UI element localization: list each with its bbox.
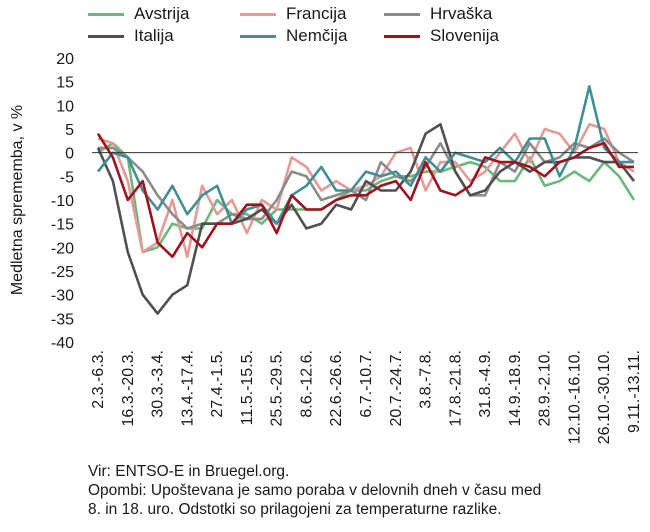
x-tick-label: 20.7.-24.7. bbox=[388, 350, 405, 427]
series-lines bbox=[96, 85, 636, 315]
source-note: Vir: ENTSO-E in Bruegel.org. bbox=[88, 463, 290, 480]
x-tick-label: 27.4.-1.5. bbox=[209, 350, 226, 418]
y-tick-label: -15 bbox=[51, 217, 74, 234]
legend-label: Francija bbox=[286, 4, 347, 23]
x-tick-label: 2.3.-6.3. bbox=[90, 350, 107, 409]
x-tick-label: 14.9.-18.9. bbox=[507, 350, 524, 427]
y-tick-label: -40 bbox=[51, 335, 74, 352]
legend-swatch-francija bbox=[240, 12, 276, 16]
legend-label: Slovenija bbox=[430, 26, 499, 45]
legend-item-nemcija: Nemčija bbox=[240, 26, 347, 46]
legend-item-francija: Francija bbox=[240, 4, 346, 24]
remark-line-2: 8. in 18. uro. Odstotki so prilagojeni z… bbox=[88, 501, 502, 518]
legend-swatch-slovenija bbox=[384, 34, 420, 38]
y-tick-label: -25 bbox=[51, 264, 74, 281]
series-line-francija bbox=[97, 123, 635, 259]
legend: Avstrija Francija Hrvaška Italija Nemčij… bbox=[88, 2, 648, 46]
y-tick-label: 5 bbox=[65, 122, 74, 139]
series-line-slovenija bbox=[96, 133, 634, 259]
series-line-nemija bbox=[96, 85, 634, 225]
x-axis-ticks: 2.3.-6.3. 16.3.-20.3. 30.3.-3.4. 13.4.-17.4… bbox=[90, 350, 643, 444]
legend-swatch-italija bbox=[88, 34, 124, 38]
x-tick-label: 26.10.-30.10. bbox=[596, 350, 613, 444]
x-tick-label: 25.5.-29.5. bbox=[269, 350, 286, 427]
remark-line-1: Opombi: Upoštevana je samo poraba v delo… bbox=[88, 482, 542, 499]
x-tick-label: 8.6.-12.6. bbox=[298, 350, 315, 418]
legend-label: Nemčija bbox=[286, 26, 348, 45]
y-tick-label: -20 bbox=[51, 240, 74, 257]
y-tick-label: -30 bbox=[51, 288, 74, 305]
x-tick-label: 9.11.-13.11. bbox=[626, 350, 643, 433]
x-tick-label: 11.5.-15.5. bbox=[239, 350, 256, 425]
legend-item-avstrija: Avstrija bbox=[88, 4, 189, 24]
y-tick-label: -5 bbox=[60, 169, 74, 186]
x-tick-label: 16.3.-20.3. bbox=[120, 350, 137, 427]
x-tick-label: 3.8.-7.8. bbox=[418, 350, 435, 409]
legend-label: Hrvaška bbox=[430, 4, 493, 23]
x-tick-label: 13.4.-17.4. bbox=[179, 350, 196, 427]
x-tick-label: 17.8.-21.8. bbox=[447, 350, 464, 427]
legend-swatch-avstrija bbox=[88, 12, 124, 16]
y-tick-label: -10 bbox=[51, 193, 74, 210]
x-tick-label: 31.8.-4.9. bbox=[477, 350, 494, 418]
legend-item-hrvaska: Hrvaška bbox=[384, 4, 492, 24]
x-tick-label: 30.3.-3.4. bbox=[150, 350, 167, 418]
x-tick-label: 28.9.-2.10. bbox=[537, 350, 554, 427]
legend-item-italija: Italija bbox=[88, 26, 174, 46]
y-tick-label: 0 bbox=[65, 146, 74, 163]
y-axis-ticks: 20 15 10 5 0 -5 -10 -15 -20 -25 -30 -35 -40 bbox=[51, 51, 74, 352]
x-tick-label: 12.10.-16.10. bbox=[566, 350, 583, 444]
y-tick-label: -35 bbox=[51, 311, 74, 328]
legend-label: Avstrija bbox=[134, 4, 190, 23]
y-tick-label: 15 bbox=[56, 75, 74, 92]
legend-label: Italija bbox=[134, 26, 174, 45]
y-tick-label: 20 bbox=[56, 51, 74, 68]
x-tick-label: 22.6.-26.6. bbox=[328, 350, 345, 427]
y-tick-label: 10 bbox=[56, 98, 74, 115]
legend-item-slovenija: Slovenija bbox=[384, 26, 499, 46]
x-tick-label: 6.7.-10.7. bbox=[358, 350, 375, 418]
series-line-italija bbox=[96, 123, 636, 315]
y-axis-label: Medletna sprememba, v % bbox=[9, 105, 26, 295]
legend-swatch-hrvaska bbox=[384, 12, 420, 16]
chart-notes: Vir: ENTSO-E in Bruegel.org. Opombi: Upo… bbox=[88, 462, 643, 519]
legend-swatch-nemcija bbox=[240, 34, 276, 38]
